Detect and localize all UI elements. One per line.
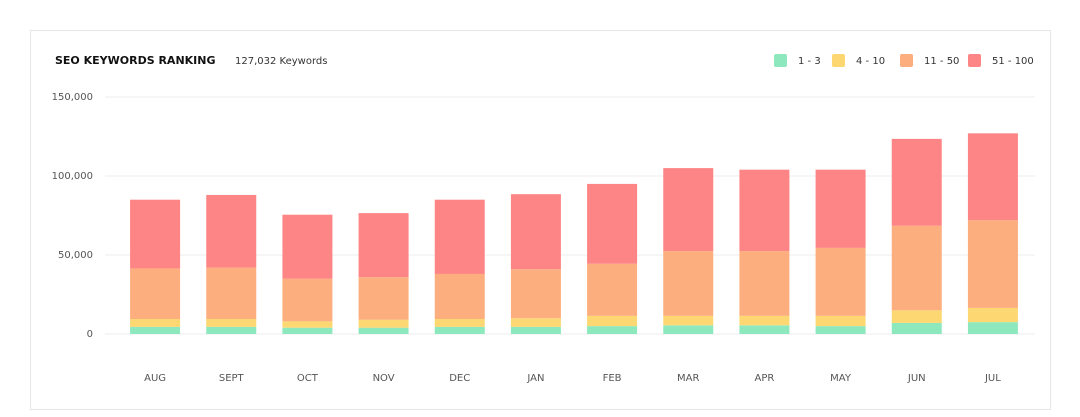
bar-segment <box>434 318 485 327</box>
bar-segment <box>510 269 561 319</box>
bar-segment <box>663 168 714 252</box>
x-tick-label: SEPT <box>219 373 245 384</box>
x-tick-label: JUN <box>907 373 926 384</box>
bar-segment <box>358 319 409 328</box>
bar-segment <box>739 315 790 326</box>
bar-segment <box>434 199 485 274</box>
legend-label: 11 - 50 <box>924 56 959 67</box>
bar-segment <box>358 277 409 320</box>
bar-segment <box>206 326 257 334</box>
bar-segment <box>510 194 561 270</box>
bar-segment <box>663 325 714 334</box>
bar-segment <box>358 327 409 334</box>
bar-segment <box>130 318 181 327</box>
x-tick-label: MAR <box>677 373 699 384</box>
x-tick-label: FEB <box>603 373 622 384</box>
bar-segment <box>206 194 257 268</box>
bar-segment <box>282 321 333 328</box>
bar-segment <box>587 326 638 334</box>
bar-segment <box>206 318 257 327</box>
bar-segment <box>130 326 181 334</box>
bar-segment <box>891 225 942 311</box>
bar-segment <box>815 326 866 334</box>
bar-segment <box>130 199 181 269</box>
bar-segment <box>815 169 866 248</box>
y-tick-label: 50,000 <box>58 250 93 261</box>
bar-segment <box>510 326 561 334</box>
x-tick-label: JUL <box>984 373 1001 384</box>
x-tick-label: APR <box>755 373 775 384</box>
bar-segment <box>434 273 485 319</box>
x-tick-label: AUG <box>144 373 166 384</box>
y-tick-label: 100,000 <box>52 171 93 182</box>
legend-swatch <box>832 54 845 67</box>
bar-segment <box>739 251 790 316</box>
bar-segment <box>739 325 790 334</box>
y-tick-label: 0 <box>87 329 93 340</box>
bar-segment <box>815 247 866 316</box>
bar-segment <box>739 169 790 252</box>
bar-segment <box>967 220 1018 308</box>
bar-segment <box>510 318 561 327</box>
bar-segment <box>434 326 485 334</box>
bar-segment <box>282 327 333 334</box>
bar-segment <box>891 138 942 226</box>
x-tick-label: JAN <box>526 373 544 384</box>
bar-segment <box>891 322 942 334</box>
bar-segment <box>282 214 333 279</box>
bar-segment <box>967 322 1018 334</box>
y-tick-label: 150,000 <box>52 92 93 103</box>
x-tick-label: OCT <box>297 373 319 384</box>
bar-segment <box>891 310 942 323</box>
legend-label: 1 - 3 <box>798 56 821 67</box>
bar-segment <box>587 263 638 316</box>
bar-segment <box>967 133 1018 221</box>
legend-label: 51 - 100 <box>992 56 1034 67</box>
bar-segment <box>663 315 714 326</box>
legend-swatch <box>900 54 913 67</box>
bar-segment <box>663 251 714 316</box>
chart-subtitle: 127,032 Keywords <box>235 56 327 67</box>
bar-segment <box>967 307 1018 323</box>
legend-label: 4 - 10 <box>856 56 885 67</box>
legend-swatch <box>774 54 787 67</box>
x-tick-label: MAY <box>830 373 852 384</box>
legend-swatch <box>968 54 981 67</box>
bar-segment <box>130 268 181 319</box>
bar-segment <box>587 183 638 264</box>
chart-title: SEO KEYWORDS RANKING <box>55 54 216 67</box>
bar-segment <box>282 278 333 322</box>
x-tick-label: NOV <box>373 373 395 384</box>
bar-segment <box>358 213 409 278</box>
bar-segment <box>815 315 866 327</box>
x-tick-label: DEC <box>449 373 470 384</box>
bar-segment <box>206 267 257 319</box>
bar-segment <box>587 315 638 327</box>
